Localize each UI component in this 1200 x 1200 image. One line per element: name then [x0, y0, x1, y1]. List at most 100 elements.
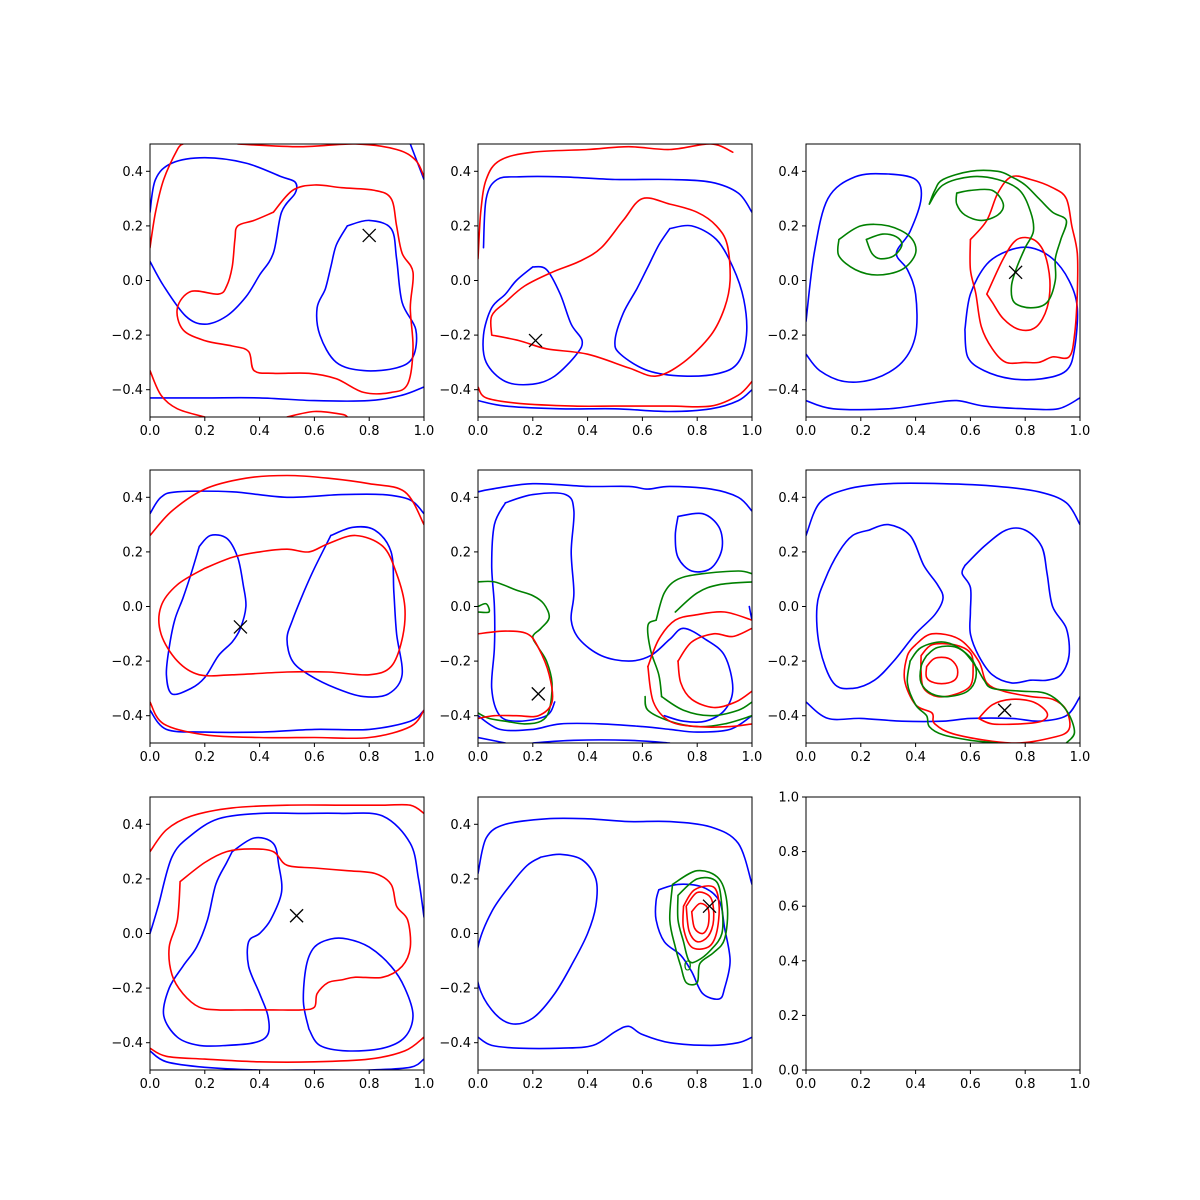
- x-tick-label: 0.2: [850, 750, 871, 765]
- x-tick-label: 0.0: [468, 750, 489, 765]
- x-tick-label: 0.8: [1015, 1077, 1036, 1092]
- x-tick-label: 0.0: [796, 1077, 817, 1092]
- x-tick-label: 0.8: [359, 424, 380, 439]
- contour-line-blue: [482, 175, 752, 249]
- x-tick-label: 0.4: [249, 1077, 270, 1092]
- contour-line-green: [660, 695, 752, 717]
- x-tick-label: 0.4: [905, 1077, 926, 1092]
- x-tick-label: 0.2: [522, 424, 543, 439]
- y-tick-label: −0.4: [439, 1036, 471, 1051]
- plot-area: [806, 169, 1080, 411]
- x-marker: [233, 620, 248, 634]
- contour-line-red: [158, 534, 406, 677]
- plot-area: [150, 144, 424, 417]
- x-marker: [362, 228, 377, 243]
- x-tick-label: 0.2: [194, 750, 215, 765]
- y-tick-label: −0.4: [439, 709, 471, 724]
- x-tick-label: 0.8: [359, 750, 380, 765]
- contour-line-blue: [150, 709, 424, 734]
- y-tick-label: 0.0: [450, 927, 471, 942]
- contour-line-red: [176, 184, 415, 395]
- contour-line-green: [928, 169, 1068, 309]
- subplot-1: 0.0 0.2 0.4 0.6 0.8 1.0 −0.4 −0.2 0.0 0.2 0.4: [111, 143, 434, 439]
- contour-line-red: [647, 611, 752, 668]
- contour-line-blue: [315, 219, 418, 372]
- x-tick-label: 1.0: [414, 1077, 435, 1092]
- contour-line-blue: [478, 714, 752, 733]
- subplot-3: 0.0 0.2 0.4 0.6 0.8 1.0 −0.4 −0.2 0.0 0.2 0.4: [767, 143, 1091, 439]
- x-tick-label: 0.8: [1015, 424, 1036, 439]
- y-tick-label: 0.0: [122, 600, 143, 615]
- contour-line-red: [685, 891, 715, 943]
- contour-line-red: [969, 175, 1079, 365]
- contour-line-green: [909, 641, 1076, 743]
- x-tick-label: 1.0: [1070, 424, 1091, 439]
- contour-line-red: [150, 144, 184, 249]
- contour-line-blue: [806, 397, 1080, 411]
- axes-frame: [477, 469, 753, 744]
- y-tick-label: 0.0: [450, 600, 471, 615]
- contour-line-red: [150, 803, 424, 853]
- x-tick-label: 0.6: [960, 750, 981, 765]
- plot-area: [478, 482, 752, 743]
- axes-frame: [149, 469, 425, 744]
- x-tick-label: 0.0: [468, 1077, 489, 1092]
- x-marker: [289, 908, 304, 923]
- y-tick-label: −0.2: [111, 655, 143, 670]
- contour-line-green: [655, 570, 752, 621]
- contour-line-red: [478, 630, 554, 720]
- subplot-5: 0.0 0.2 0.4 0.6 0.8 1.0 −0.4 −0.2 0.0 0.2 0.4: [439, 469, 762, 765]
- x-marker: [997, 703, 1012, 718]
- y-tick-label: 0.8: [778, 845, 799, 860]
- contour-line-blue: [150, 156, 298, 325]
- contour-line-green: [646, 619, 663, 698]
- contour-line-blue: [478, 482, 752, 512]
- y-tick-label: 0.2: [122, 872, 143, 887]
- y-tick-label: 0.6: [778, 900, 799, 915]
- contour-line-red: [977, 698, 1049, 726]
- contour-line-red: [690, 902, 710, 935]
- contour-line-blue: [150, 490, 424, 515]
- y-tick-label: 0.0: [778, 600, 799, 615]
- x-tick-label: 0.8: [359, 1077, 380, 1092]
- contour-line-green: [676, 876, 724, 964]
- x-tick-label: 0.8: [687, 1077, 708, 1092]
- contour-line-blue: [150, 812, 424, 935]
- x-tick-label: 0.4: [249, 424, 270, 439]
- contour-line-red: [168, 848, 412, 1011]
- contour-line-green: [906, 660, 999, 743]
- y-tick-label: −0.2: [111, 329, 143, 344]
- contour-line-red: [677, 627, 752, 662]
- contour-line-green: [668, 869, 729, 986]
- y-tick-label: 0.4: [778, 491, 799, 506]
- axes-frame: [149, 796, 425, 1071]
- x-tick-label: 0.2: [194, 424, 215, 439]
- contour-line-blue: [478, 817, 752, 886]
- contour-line-blue: [478, 388, 752, 413]
- plot-area: [150, 803, 424, 1070]
- y-tick-label: −0.4: [439, 383, 471, 398]
- contour-line-blue: [490, 502, 556, 722]
- x-tick-label: 0.0: [140, 750, 161, 765]
- contour-line-blue: [286, 525, 404, 698]
- x-tick-label: 1.0: [1070, 750, 1091, 765]
- contour-line-blue: [806, 482, 1080, 537]
- y-tick-label: 0.2: [122, 545, 143, 560]
- x-tick-label: 0.6: [960, 424, 981, 439]
- contour-line-blue: [806, 172, 923, 383]
- y-tick-label: 0.0: [778, 1064, 799, 1079]
- contour-line-red: [986, 236, 1051, 332]
- x-tick-label: 0.6: [304, 750, 325, 765]
- x-tick-label: 0.6: [960, 1077, 981, 1092]
- contour-line-blue: [302, 937, 414, 1052]
- axes-frame: [149, 143, 425, 418]
- x-marker: [702, 899, 717, 914]
- x-tick-label: 0.6: [304, 424, 325, 439]
- x-tick-label: 1.0: [414, 750, 435, 765]
- x-tick-label: 0.8: [1015, 750, 1036, 765]
- contour-line-red: [677, 660, 752, 709]
- y-tick-label: 0.4: [778, 954, 799, 969]
- y-tick-label: 0.4: [450, 491, 471, 506]
- subplot-7: 0.0 0.2 0.4 0.6 0.8 1.0 −0.4 −0.2 0.0 0.2 0.4: [111, 796, 435, 1092]
